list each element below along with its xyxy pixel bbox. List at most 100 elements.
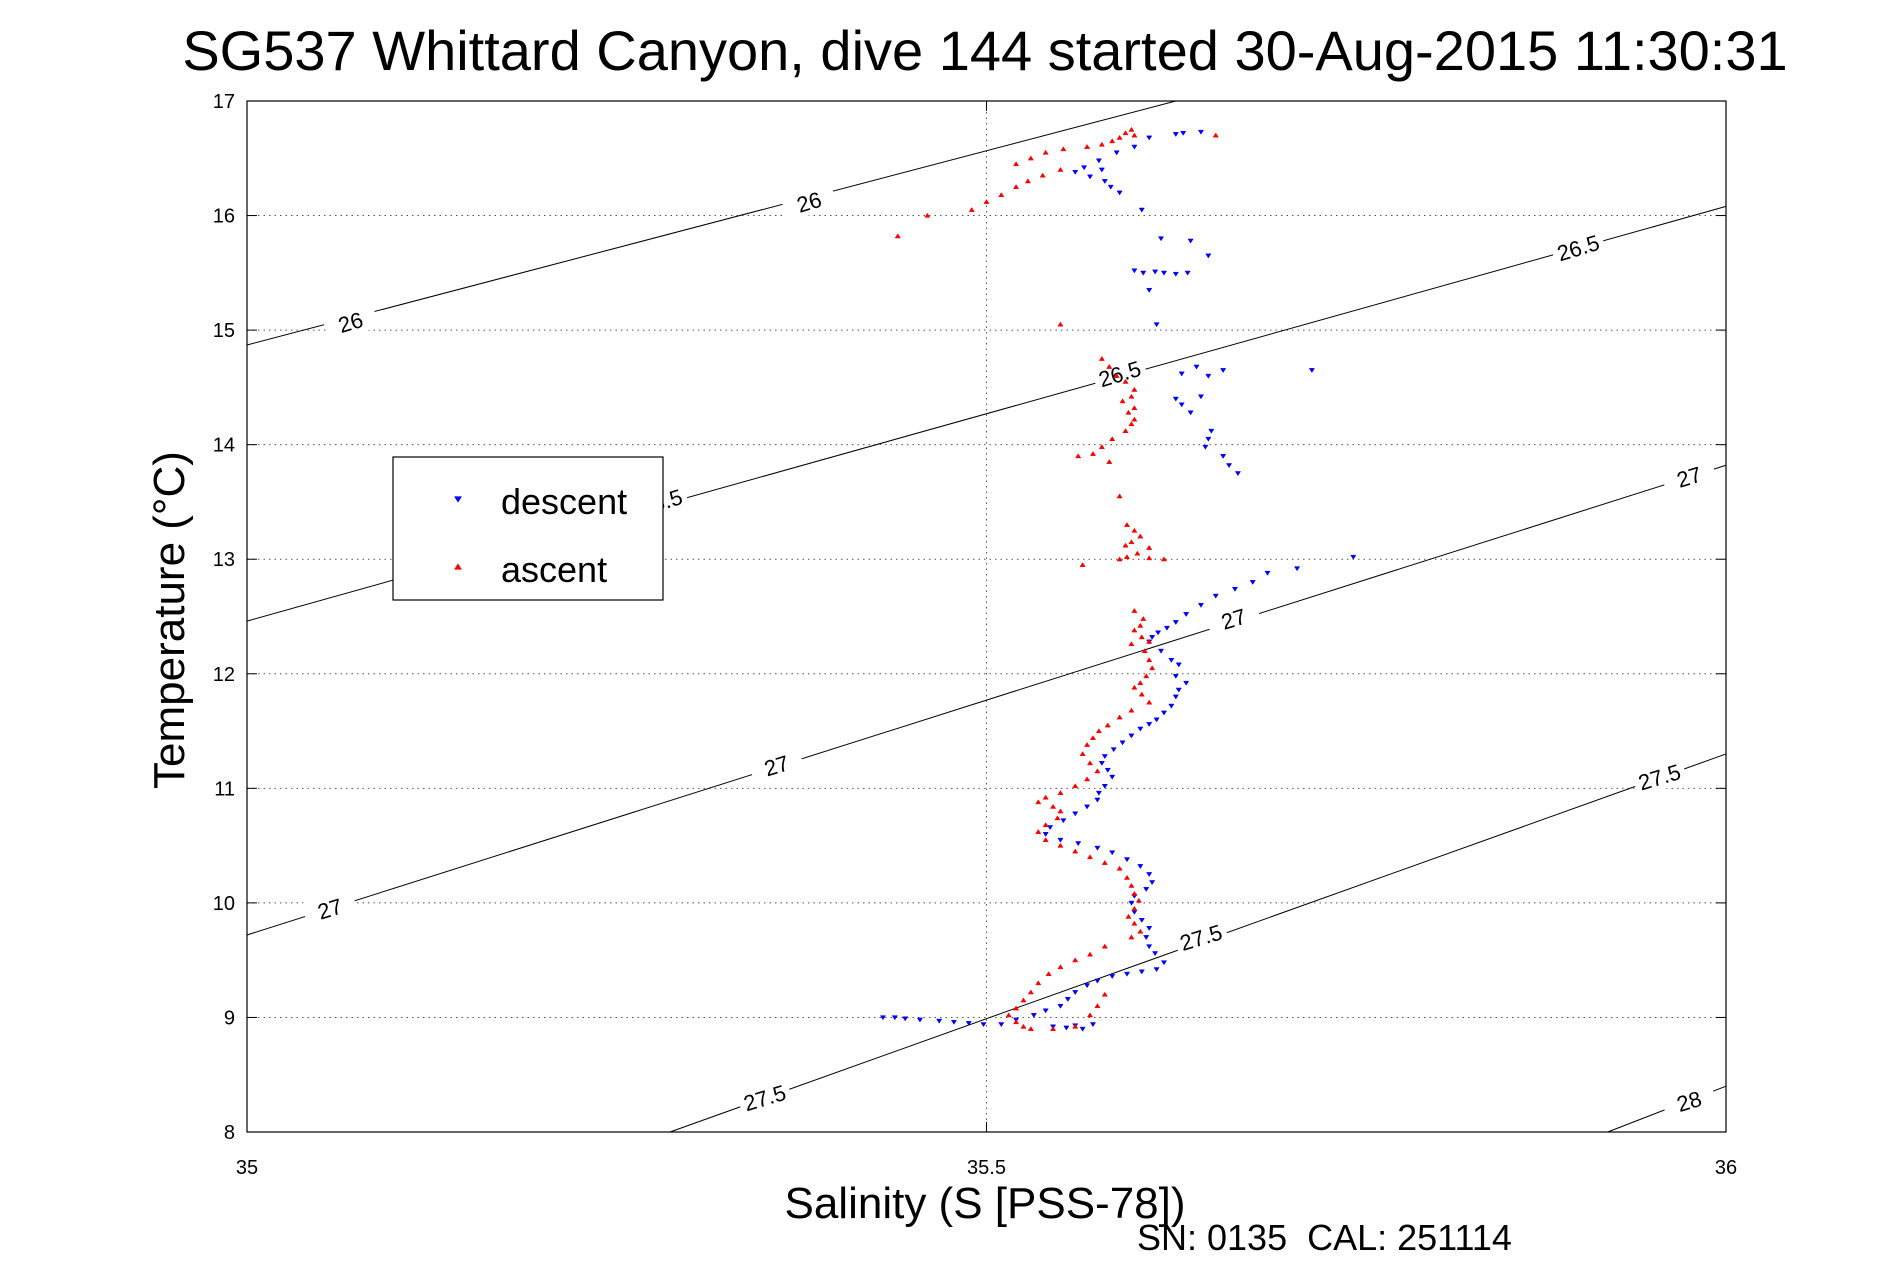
ascent-point	[1128, 934, 1135, 940]
contour-label-background	[321, 302, 380, 343]
y-tick-label: 17	[213, 91, 235, 113]
descent-point	[1063, 1025, 1070, 1031]
ascent-point	[1045, 971, 1052, 976]
legend-label-ascent: ascent	[501, 549, 607, 590]
descent-point	[1155, 630, 1162, 636]
ascent-point	[1122, 378, 1129, 384]
descent-point	[980, 1022, 987, 1028]
descent-point	[1094, 797, 1101, 803]
ascent-point	[1131, 527, 1138, 533]
descent-point	[1109, 850, 1116, 856]
ascent-point	[1042, 837, 1049, 842]
descent-point	[1187, 410, 1194, 416]
ascent-point	[1035, 980, 1042, 986]
ascent-point	[1075, 453, 1082, 459]
ascent-point	[1098, 355, 1105, 361]
ascent-point	[1131, 607, 1138, 613]
descent-point	[1234, 471, 1241, 477]
ascent-point	[1072, 1023, 1079, 1029]
ascent-point	[1131, 890, 1138, 896]
ascent-point	[1086, 760, 1094, 766]
y-tick-label: 12	[213, 664, 235, 686]
ascent-point	[1095, 728, 1102, 734]
ascent-point	[1140, 615, 1147, 621]
descent-point	[1094, 978, 1101, 984]
ascent-point	[1086, 1012, 1094, 1018]
descent-point	[1153, 717, 1160, 723]
ascent-point	[1013, 1005, 1020, 1011]
ascent-point	[1106, 363, 1113, 369]
ascent-point	[1131, 920, 1138, 926]
ascent-point	[1128, 539, 1135, 545]
descent-point	[936, 1018, 943, 1024]
ascent-point	[1035, 829, 1042, 834]
ascent-point	[1119, 398, 1126, 404]
descent-point	[1109, 974, 1116, 980]
ascent-point	[1027, 155, 1034, 161]
ascent-point	[1049, 803, 1057, 809]
descent-point	[1193, 364, 1200, 370]
ascent-point	[1104, 722, 1111, 728]
ascent-point	[1109, 436, 1116, 442]
descent-point	[1157, 648, 1165, 654]
descent-point	[1205, 436, 1212, 442]
contour-label-background	[780, 181, 838, 222]
descent-point	[1081, 165, 1088, 171]
descent-point	[1168, 703, 1175, 709]
ascent-point	[1079, 751, 1086, 757]
ascent-point	[1098, 141, 1105, 147]
descent-point	[1131, 268, 1138, 274]
ascent-point	[1138, 691, 1145, 697]
contour-label: 26.5	[1096, 356, 1144, 392]
descent-point	[1094, 845, 1101, 851]
ascent-point	[1131, 132, 1138, 138]
ascent-point	[894, 233, 901, 239]
ascent-point	[1128, 882, 1135, 888]
ascent-point	[1094, 1003, 1101, 1009]
descent-point	[1172, 132, 1179, 138]
ascent-point	[1122, 542, 1129, 548]
descent-point	[1308, 368, 1315, 374]
contour-label: 27.5	[741, 1080, 789, 1116]
descent-point	[1143, 935, 1150, 941]
descent-point	[1220, 368, 1227, 374]
ascent-point	[1116, 556, 1123, 562]
descent-point	[1143, 887, 1150, 892]
ascent-point	[1113, 373, 1120, 379]
ascent-point	[1057, 842, 1064, 848]
ascent-point	[1146, 544, 1153, 550]
ascent-point	[1005, 1012, 1012, 1018]
descent-point	[1128, 900, 1135, 906]
descent-point	[1157, 236, 1165, 242]
ascent-point	[1101, 991, 1108, 997]
descent-point	[1128, 733, 1135, 739]
descent-point	[1089, 1022, 1097, 1028]
ascent-point	[1027, 1026, 1034, 1031]
descent-point	[1137, 726, 1144, 732]
contour-label: 27.5	[1635, 759, 1683, 795]
y-tick-label: 8	[224, 1122, 235, 1144]
legend-marker-ascent	[454, 563, 462, 570]
ascent-point	[1123, 522, 1131, 527]
descent-point	[1079, 1026, 1086, 1032]
descent-point	[1172, 620, 1179, 626]
descent-point	[1350, 554, 1357, 560]
y-tick-label: 11	[214, 778, 235, 800]
data-series	[879, 126, 1357, 1032]
descent-point	[1172, 694, 1179, 700]
descent-point	[1064, 997, 1071, 1002]
ascent-point	[1084, 144, 1091, 149]
ascent-point	[1122, 428, 1129, 433]
ascent-point	[1149, 665, 1156, 671]
y-tick-label: 15	[213, 320, 235, 342]
descent-point	[1153, 322, 1160, 328]
descent-point	[1131, 909, 1138, 915]
ascent-point	[1086, 854, 1094, 860]
descent-point	[916, 1017, 923, 1023]
descent-point	[1047, 825, 1054, 831]
chart-title: SG537 Whittard Canyon, dive 144 started …	[182, 19, 1787, 82]
descent-point	[1101, 179, 1108, 185]
ascent-point	[1013, 161, 1020, 167]
